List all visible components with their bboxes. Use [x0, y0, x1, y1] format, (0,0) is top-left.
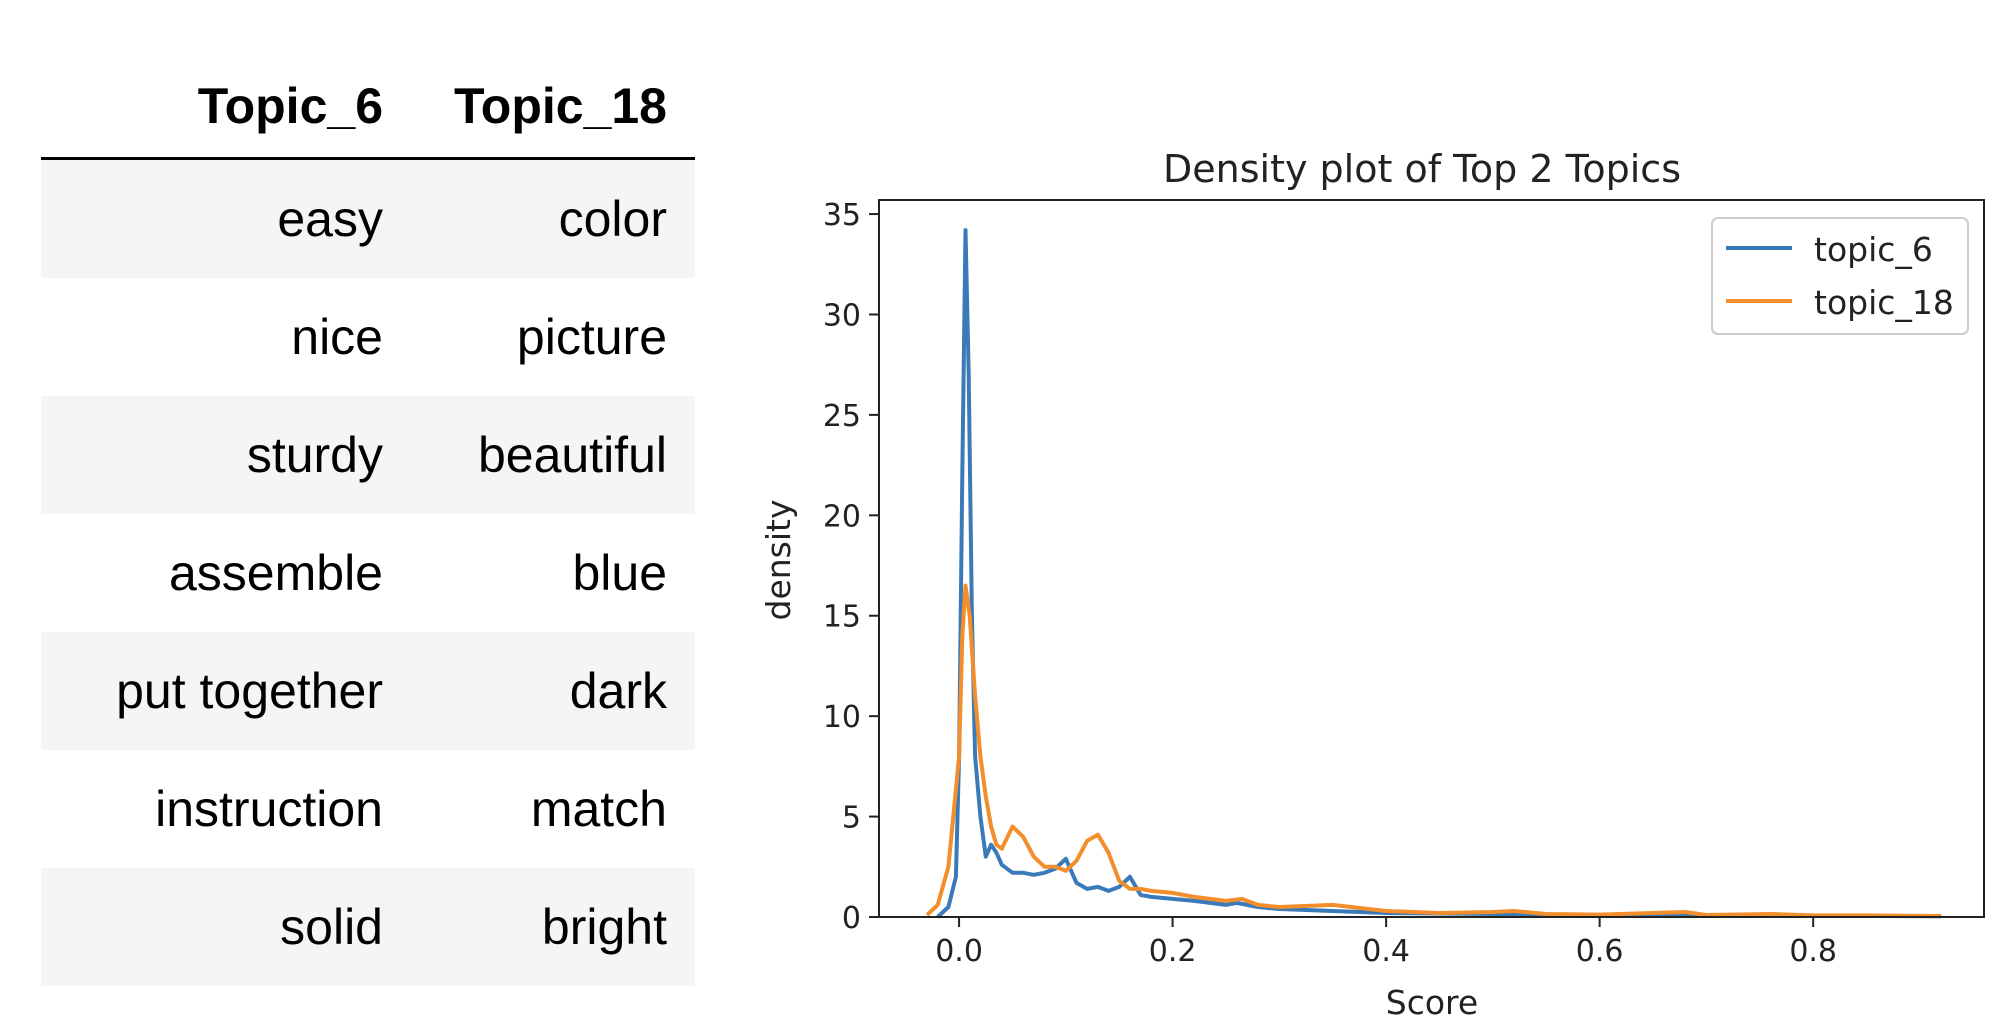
table-cell-topic-6: nice — [291, 309, 383, 365]
table-row: instruction match — [41, 750, 695, 868]
table-row: easy color — [41, 158, 695, 278]
series-line-topic-18 — [925, 583, 1942, 918]
column-header-topic-6: Topic_6 — [41, 55, 411, 160]
y-axis-label: density — [759, 500, 798, 621]
y-tick-label: 25 — [823, 399, 861, 434]
x-tick-label: 0.6 — [1576, 934, 1624, 969]
table-cell-topic-6: assemble — [169, 545, 383, 601]
table-cell-topic-18: dark — [411, 632, 695, 750]
table-row: sturdy beautiful — [41, 396, 695, 514]
table-row: solid bright — [41, 868, 695, 986]
x-tick-label: 0.0 — [935, 934, 983, 969]
table-cell-topic-6: sturdy — [41, 396, 411, 514]
chart-title: Density plot of Top 2 Topics — [1163, 147, 1681, 191]
table-cell-topic-6: instruction — [155, 781, 383, 837]
topic-words-table: Topic_6 Topic_18 easy color nice picture… — [41, 55, 695, 986]
table-cell-topic-6: easy — [41, 158, 411, 278]
chart-legend: topic_6 topic_18 — [1711, 217, 1969, 335]
table-cell-topic-6: put together — [41, 632, 411, 750]
x-tick-label: 0.8 — [1789, 934, 1837, 969]
table-cell-topic-18: beautiful — [411, 396, 695, 514]
x-axis-label: Score — [1386, 983, 1478, 1022]
table-cell-topic-18: blue — [572, 545, 667, 601]
y-tick-label: 0 — [842, 901, 861, 936]
plot-area — [925, 228, 1942, 919]
table-row: put together dark — [41, 632, 695, 750]
x-tick-label: 0.2 — [1149, 934, 1197, 969]
legend-label-topic-6: topic_6 — [1814, 230, 1933, 269]
y-tick-label: 5 — [842, 801, 861, 836]
y-tick-label: 15 — [823, 600, 861, 635]
x-tick-label: 0.4 — [1362, 934, 1410, 969]
series-line-topic-6 — [936, 228, 1942, 919]
y-tick-label: 30 — [823, 298, 861, 333]
table-cell-topic-18: bright — [411, 868, 695, 986]
table-header-row: Topic_6 Topic_18 — [41, 55, 695, 160]
table-row: nice picture — [41, 278, 695, 396]
table-cell-topic-6: solid — [41, 868, 411, 986]
table-row: assemble blue — [41, 514, 695, 632]
y-tick-label: 35 — [823, 198, 861, 233]
table-cell-topic-18: match — [530, 781, 667, 837]
column-header-topic-18: Topic_18 — [411, 55, 695, 160]
plot-frame — [878, 199, 1985, 918]
y-tick-label: 20 — [823, 499, 861, 534]
x-axis: 0.0 0.2 0.4 0.6 0.8 — [935, 917, 1837, 969]
table-cell-topic-18: color — [411, 158, 695, 278]
legend-label-topic-18: topic_18 — [1814, 283, 1954, 322]
table-cell-topic-18: picture — [516, 309, 667, 365]
y-axis: 0 5 10 15 20 25 30 35 — [823, 198, 879, 936]
y-tick-label: 10 — [823, 700, 861, 735]
